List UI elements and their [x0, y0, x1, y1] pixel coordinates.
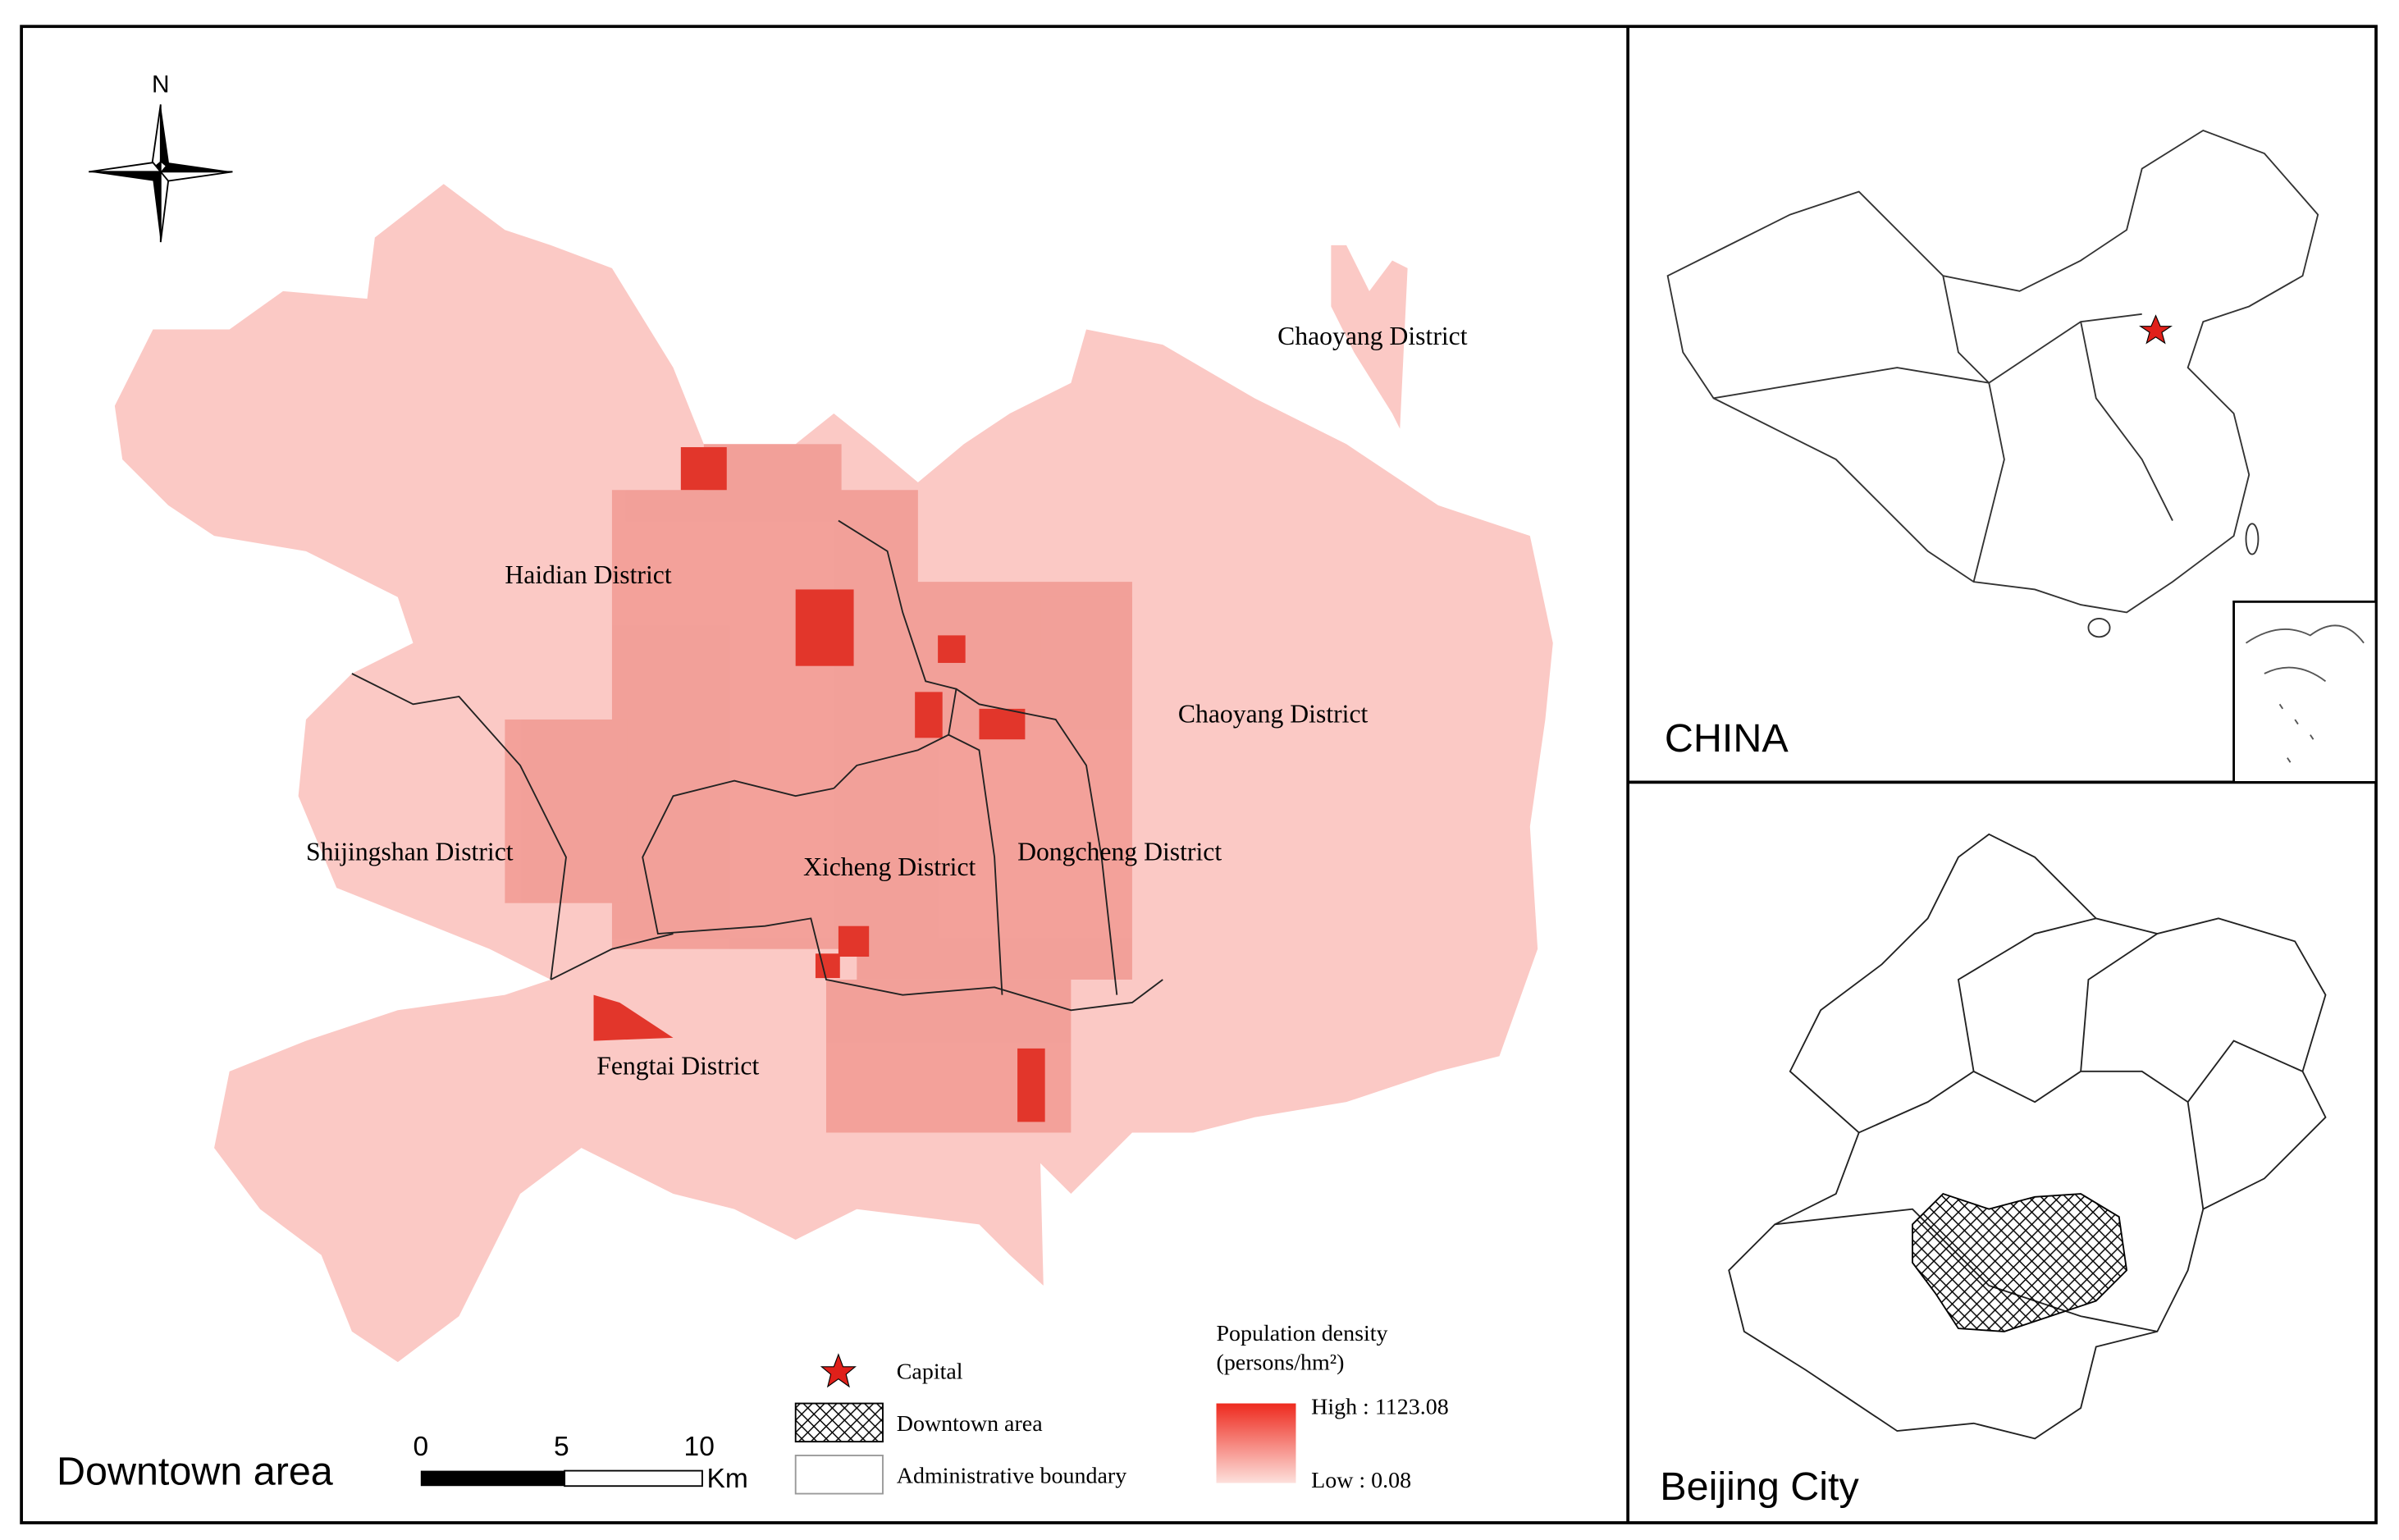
legend-label: Capital: [897, 1359, 963, 1385]
legend-unit: (persons/hm²): [1217, 1350, 1345, 1376]
scale-label: 0: [413, 1432, 428, 1462]
district-label: Fengtai District: [596, 1052, 759, 1081]
scale-label: 5: [554, 1432, 569, 1462]
north-label: N: [152, 71, 170, 98]
district-label: Dongcheng District: [1017, 838, 1222, 866]
inset-title: CHINA: [1665, 716, 1789, 761]
south-sea-inset: [2232, 600, 2378, 784]
inset-title: Beijing City: [1660, 1465, 1859, 1509]
legend: Capital Downtown area Administrative bou…: [794, 1321, 1449, 1495]
hot-spot: [593, 447, 1045, 1122]
district-area: [1331, 244, 1408, 429]
district-label: Haidian District: [505, 560, 671, 589]
north-arrow: N: [89, 71, 233, 243]
district-label: Shijingshan District: [306, 838, 514, 866]
south-sea-islands: [2245, 624, 2365, 763]
map-title: Downtown area: [57, 1449, 333, 1493]
scale-label: 10: [684, 1432, 715, 1462]
capital-marker: [2139, 314, 2173, 345]
admin-boundary: [351, 519, 1163, 1012]
district-labels: Chaoyang District Haidian District Chaoy…: [306, 322, 1468, 1081]
density-map: [114, 184, 1553, 1363]
china-outline: [1666, 129, 2319, 638]
legend-label: Administrative boundary: [897, 1463, 1126, 1488]
legend-high: High : 1123.08: [1311, 1395, 1449, 1420]
district-label: Chaoyang District: [1277, 322, 1468, 350]
district-label: Xicheng District: [803, 852, 976, 881]
scale-unit: Km: [707, 1464, 748, 1494]
district-label: Chaoyang District: [1178, 700, 1369, 729]
legend-label: Downtown area: [897, 1411, 1043, 1437]
beijing-outline: [1728, 833, 2327, 1440]
dense-zone: [505, 444, 1132, 1133]
downtown-area: [1912, 1192, 2128, 1332]
scale-bar: 0 5 10 Km: [413, 1432, 747, 1494]
legend-low: Low : 0.08: [1311, 1468, 1411, 1493]
legend-title: Population density: [1217, 1321, 1388, 1346]
